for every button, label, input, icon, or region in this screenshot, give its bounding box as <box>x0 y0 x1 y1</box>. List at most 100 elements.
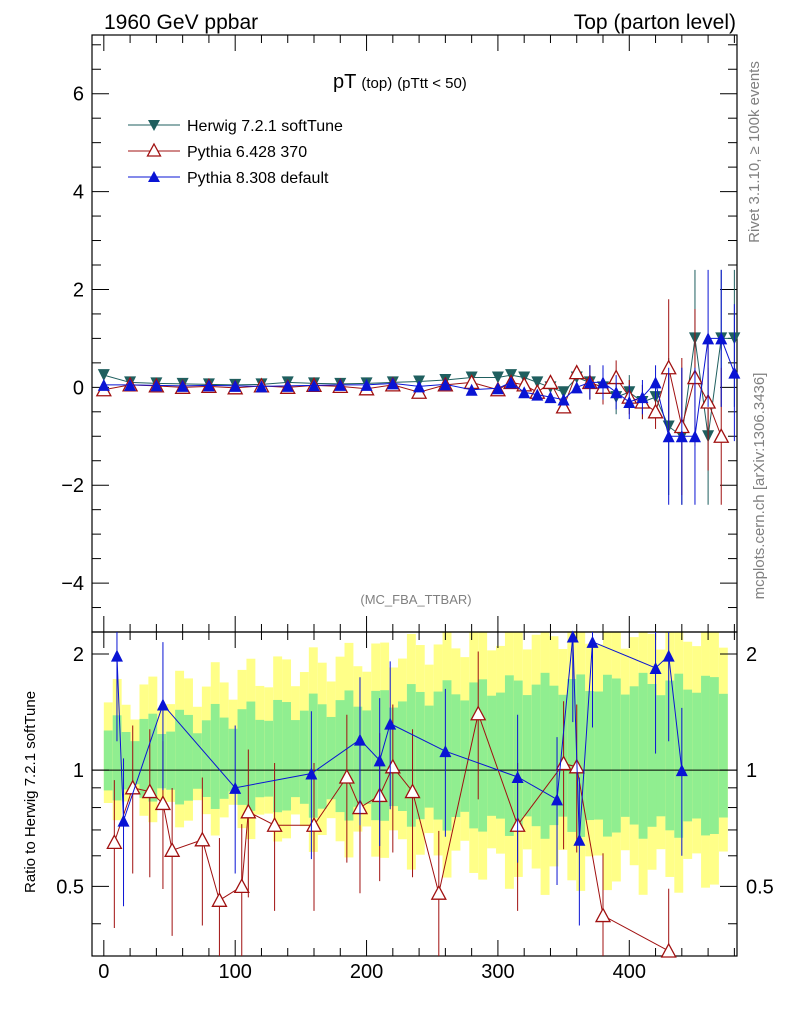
data-point-pythia8 <box>439 378 452 391</box>
mcplots-label: mcplots.cern.ch [arXiv:1306.3436] <box>751 373 768 600</box>
ratio-band-inner <box>121 731 131 790</box>
ratio-point-pythia6 <box>594 907 612 923</box>
ratio-band-inner <box>683 689 693 822</box>
data-point-pythia8 <box>610 386 623 399</box>
ratio-point-pythia8 <box>384 717 397 730</box>
data-point-herwig <box>97 369 110 382</box>
process-label: Top (parton level) <box>574 11 736 34</box>
ratio-band-inner <box>282 702 292 811</box>
ratio-band-inner <box>175 709 185 805</box>
ratio-band-inner <box>184 714 193 801</box>
x-tick-label: 300 <box>481 961 514 983</box>
ratio-point-pythia6 <box>211 891 228 907</box>
data-point-pythia6 <box>542 374 559 390</box>
data-point-pythia8 <box>176 379 189 392</box>
ratio-point-pythia8 <box>110 649 123 662</box>
ratio-y-tick-label: 2 <box>73 644 84 666</box>
data-point-pythia8 <box>715 332 728 345</box>
ratio-point-pythia8 <box>229 781 242 794</box>
data-point-pythia8 <box>386 377 399 390</box>
legend-label-pythia8: Pythia 8.308 default <box>187 170 329 187</box>
x-tick-label: 100 <box>218 961 251 983</box>
ratio-band-inner <box>264 720 274 797</box>
ratio-uncertainty-bands <box>103 632 728 895</box>
ratio-point-pythia8 <box>156 698 169 711</box>
ratio-band-inner <box>406 684 416 827</box>
ratio-band-inner <box>656 695 666 817</box>
data-point-pythia8 <box>636 391 649 404</box>
ratio-band-inner <box>237 709 247 805</box>
ratio-band-inner <box>567 679 577 832</box>
plot-title: pT (top) (pTtt < 50) <box>333 71 467 93</box>
ratio-band-inner <box>326 716 336 800</box>
rivet-label: Rivet 3.1.10, ≥ 100k events <box>746 61 763 243</box>
ratio-band-inner <box>201 720 211 797</box>
data-point-pythia8 <box>255 380 268 393</box>
ratio-y-tick-label: 0.5 <box>56 876 84 898</box>
ratio-point-pythia6 <box>194 831 211 847</box>
ratio-point-pythia8 <box>439 745 452 758</box>
ratio-y-tick-label-right: 2 <box>746 644 757 666</box>
ratio-point-pythia8 <box>117 814 130 827</box>
ratio-band-inner <box>603 674 612 837</box>
ratio-point-pythia6 <box>430 884 447 900</box>
ratio-y-tick-label-right: 0.5 <box>746 876 774 898</box>
legend: Herwig 7.2.1 softTune Pythia 6.428 370 P… <box>128 118 343 187</box>
x-tick-label: 0 <box>98 961 109 983</box>
y-tick-label: 6 <box>73 84 84 106</box>
ratio-band-inner <box>219 717 229 799</box>
y-tick-label: 0 <box>73 377 84 399</box>
data-point-pythia8 <box>518 386 531 399</box>
ratio-band-inner <box>513 680 523 831</box>
data-point-pythia8 <box>583 376 596 389</box>
ratio-band-inner <box>335 700 345 813</box>
ratio-band-inner <box>148 713 158 802</box>
data-point-pythia8 <box>675 430 688 443</box>
axis-ticks <box>92 35 737 956</box>
ratio-band-inner <box>531 684 541 827</box>
data-point-pythia8 <box>308 379 321 392</box>
ratio-point-pythia6 <box>154 795 172 811</box>
ratio-band-inner <box>397 701 407 811</box>
ratio-band-inner <box>424 705 434 808</box>
ratio-band-inner <box>594 691 604 820</box>
ratio-point-pythia6 <box>266 816 283 832</box>
data-point-herwig <box>491 371 504 384</box>
data-point-pythia8 <box>728 366 741 379</box>
ratio-band-inner <box>415 691 425 820</box>
data-point-pythia6 <box>647 403 664 419</box>
ratio-y-tick-label: 1 <box>73 760 84 782</box>
ratio-point-pythia8 <box>649 661 662 674</box>
x-tick-labels: 0 100 200 300 400 <box>98 961 646 983</box>
data-point-pythia8 <box>229 379 242 392</box>
data-point-pythia6 <box>713 427 730 443</box>
ratio-point-pythia6 <box>384 758 401 774</box>
legend-marker-pythia6 <box>146 142 162 157</box>
ratio-point-pythia6 <box>404 783 421 799</box>
data-point-pythia8 <box>623 396 636 409</box>
ratio-band-inner <box>389 707 398 807</box>
ratio-point-pythia8 <box>373 754 386 767</box>
ratio-band-inner <box>192 733 202 789</box>
ratio-point-pythia8 <box>353 733 366 746</box>
ratio-point-pythia8 <box>511 770 524 783</box>
ratio-point-pythia8 <box>662 649 675 662</box>
ratio-band-inner <box>299 710 309 804</box>
ratio-band-inner <box>433 691 443 820</box>
ratio-band-inner <box>308 693 318 818</box>
ratio-plot-frame <box>91 631 738 957</box>
series-line-pythia8 <box>103 337 735 437</box>
plot-title-main: pT <box>333 71 356 93</box>
y-tick-label: −2 <box>61 475 84 497</box>
data-point-pythia8 <box>334 378 347 391</box>
ratio-band-inner <box>353 706 363 807</box>
ratio-band-inner <box>362 710 372 804</box>
legend-label-herwig: Herwig 7.2.1 softTune <box>187 118 343 135</box>
data-point-pythia8 <box>124 378 137 391</box>
ratio-point-pythia6 <box>106 833 123 850</box>
ratio-band-inner <box>130 741 140 785</box>
ratio-band-inner <box>291 720 300 798</box>
ratio-series-layer <box>106 630 688 958</box>
main-y-tick-labels: −4 −2 0 2 4 6 <box>61 84 84 595</box>
collision-label: 1960 GeV ppbar <box>104 11 258 34</box>
